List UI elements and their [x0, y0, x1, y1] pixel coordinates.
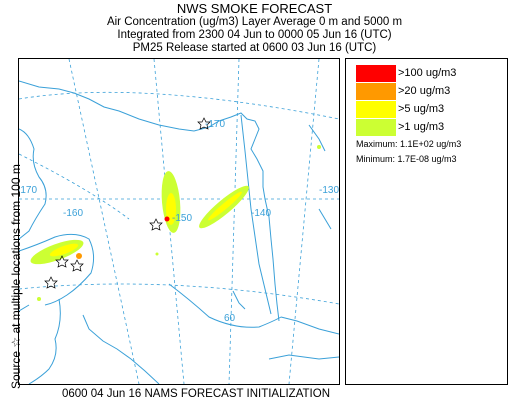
forecast-title: NWS SMOKE FORECAST: [176, 1, 333, 16]
plume-speck-2: [155, 252, 159, 256]
legend-swatch: [356, 101, 396, 118]
subtitle-integration: Integrated from 2300 04 Jun to 0000 05 J…: [117, 29, 392, 41]
legend-item: >20 ug/m3: [356, 83, 506, 100]
plume-west-core: [49, 243, 79, 257]
source-star-icon: [55, 255, 69, 268]
legend-swatch: [356, 65, 396, 82]
subtitle-release: PM25 Release started at 0600 03 Jun 16 (…: [132, 42, 377, 54]
plume-speck-3: [37, 297, 41, 301]
source-markers: [44, 117, 211, 289]
graticule-labels: -170 -160 -150 -140 -130 -170 60: [17, 119, 339, 324]
forecast-footer: 0600 04 Jun 16 NAMS FORECAST INITIALIZAT…: [62, 388, 330, 400]
source-star-icon: [149, 218, 163, 231]
coastline: [18, 80, 340, 385]
source-star-icon: [70, 259, 84, 272]
lon-label: -160: [63, 208, 83, 219]
graticule: [18, 58, 340, 385]
plume-speck-1: [317, 145, 321, 149]
legend-label: >5 ug/m3: [398, 103, 445, 115]
plume-central-hot: [164, 216, 170, 222]
lat-label: 60: [224, 313, 236, 324]
legend-label: >1 ug/m3: [398, 121, 445, 133]
plume-east-core: [208, 191, 242, 221]
source-star-icon: [44, 276, 58, 289]
map-canvas: -170 -160 -150 -140 -130 -170 60: [17, 58, 340, 385]
legend-swatch: [356, 119, 396, 136]
lon-label: -170: [19, 185, 37, 196]
legend-panel: >100 ug/m3 >20 ug/m3 >5 ug/m3 >1 ug/m3 M…: [345, 58, 508, 385]
smoke-map: -170 -160 -150 -140 -130 -170 60: [17, 58, 340, 385]
legend-item: >100 ug/m3: [356, 65, 506, 82]
lon-label: -140: [251, 208, 271, 219]
plume-west-hot: [76, 253, 82, 259]
legend-label: >100 ug/m3: [398, 67, 457, 79]
legend-swatch: [356, 83, 396, 100]
maximum-value: Maximum: 1.1E+02 ug/m3: [356, 139, 462, 149]
lon-label: -150: [172, 213, 192, 224]
legend-item: >1 ug/m3: [356, 119, 506, 136]
source-star-icon: [197, 117, 211, 130]
border-line: [240, 114, 272, 315]
minimum-value: Minimum: 1.7E-08 ug/m3: [356, 154, 457, 164]
lon-label: -130: [319, 185, 339, 196]
subtitle-concentration: Air Concentration (ug/m3) Layer Average …: [106, 16, 403, 28]
lon-label: -170: [205, 119, 225, 130]
legend-item: >5 ug/m3: [356, 101, 506, 118]
legend-label: >20 ug/m3: [398, 85, 451, 97]
smoke-plumes: [30, 145, 321, 301]
